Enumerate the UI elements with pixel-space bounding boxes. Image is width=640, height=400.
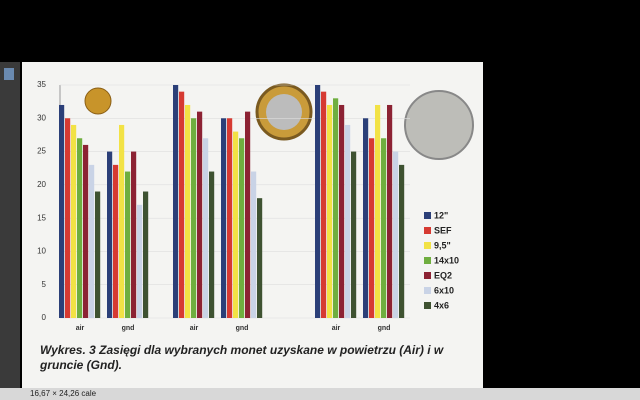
bar — [393, 151, 399, 318]
bar — [173, 85, 179, 318]
bar — [345, 124, 351, 318]
legend-swatch — [424, 242, 431, 249]
bar — [185, 104, 191, 318]
side-toolbar — [0, 62, 20, 388]
legend-label: 12" — [434, 210, 448, 220]
bar — [59, 104, 65, 318]
legend-swatch — [424, 227, 431, 234]
bar — [131, 151, 137, 318]
status-bar: 16,67 × 24,26 cale — [0, 388, 640, 400]
y-tick-label: 15 — [37, 213, 46, 222]
coin-image — [84, 87, 112, 115]
legend-label: SEF — [434, 225, 452, 235]
bar — [143, 191, 149, 318]
x-tick-label: gnd — [378, 325, 391, 332]
bar — [233, 131, 239, 318]
bar — [203, 138, 209, 318]
legend-label: 9,5" — [434, 240, 451, 250]
x-tick-label: air — [332, 325, 341, 332]
bar — [257, 198, 263, 318]
bar — [327, 104, 333, 318]
bar — [227, 118, 233, 319]
chart: 0 5 10 15 20 25 30 35 air gnd air gnd air gnd 12" SEF 9,… — [37, 80, 459, 332]
bar — [387, 104, 393, 318]
bar — [125, 171, 131, 318]
bar — [339, 104, 345, 318]
y-tick-label: 35 — [37, 80, 46, 89]
y-tick-label: 25 — [37, 147, 46, 156]
bar — [363, 118, 369, 319]
bar — [179, 91, 185, 319]
legend-swatch — [424, 272, 431, 279]
caption: Wykres. 3 Zasięgi dla wybranych monet uz… — [40, 343, 444, 372]
bar — [95, 191, 101, 318]
bar — [351, 151, 357, 318]
bar — [191, 118, 197, 319]
y-tick-label: 30 — [37, 113, 46, 122]
bar — [221, 118, 227, 319]
coin-image — [266, 94, 302, 130]
x-tick-label: gnd — [236, 325, 249, 332]
bar — [65, 118, 71, 319]
bar — [381, 138, 387, 318]
bar — [375, 104, 381, 318]
legend-label: 4x6 — [434, 300, 449, 310]
x-tick-label: gnd — [122, 325, 135, 332]
bar — [197, 111, 203, 318]
legend-swatch — [424, 302, 431, 309]
viewer: 0 5 10 15 20 25 30 35 air gnd air gnd air gnd 12" SEF 9,… — [0, 62, 483, 388]
bar — [251, 171, 257, 318]
legend-swatch — [424, 287, 431, 294]
bar — [239, 138, 245, 318]
bar — [107, 151, 113, 318]
bar — [137, 204, 143, 318]
x-tick-label: air — [76, 325, 85, 332]
y-tick-label: 10 — [37, 247, 46, 256]
bar — [369, 138, 375, 318]
y-tick-label: 0 — [42, 313, 47, 322]
y-tick-label: 20 — [37, 180, 46, 189]
bar — [321, 91, 327, 319]
bar — [77, 138, 83, 318]
bar — [315, 85, 321, 318]
legend-swatch — [424, 257, 431, 264]
legend-label: 14x10 — [434, 255, 459, 265]
legend-swatch — [424, 212, 431, 219]
bar — [245, 111, 251, 318]
bar — [119, 124, 125, 318]
toolbar-icon[interactable] — [4, 68, 14, 80]
bar — [209, 171, 215, 318]
bar — [399, 164, 405, 318]
page-size: 16,67 × 24,26 cale — [30, 389, 97, 398]
y-tick-label: 5 — [42, 280, 47, 289]
legend-label: EQ2 — [434, 270, 452, 280]
legend-label: 6x10 — [434, 285, 454, 295]
bar — [71, 124, 77, 318]
x-tick-label: air — [190, 325, 199, 332]
bar — [83, 144, 89, 318]
bar — [89, 164, 95, 318]
bar — [333, 98, 339, 318]
coin-image — [404, 90, 474, 160]
bar — [113, 164, 119, 318]
